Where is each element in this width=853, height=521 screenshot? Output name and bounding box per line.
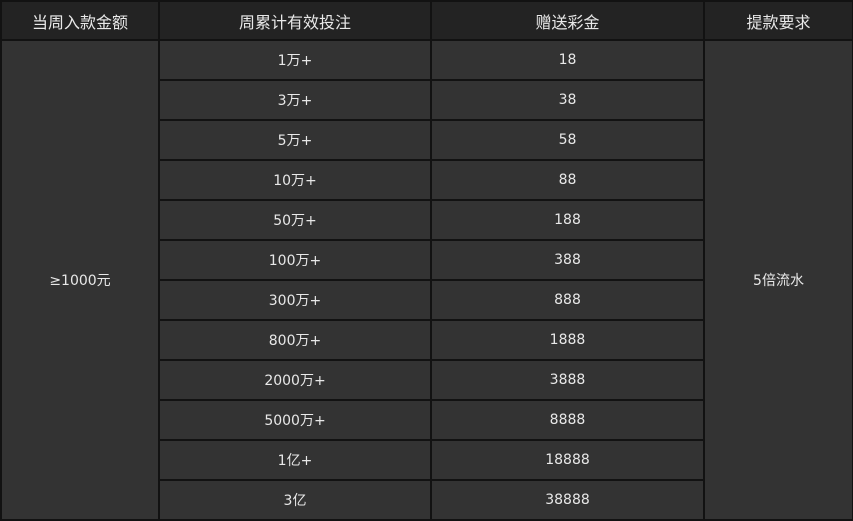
requirement-cell: 5倍流水	[703, 39, 853, 521]
deposit-cell: ≥1000元	[0, 39, 160, 521]
table-row: 1亿+ 18888	[1, 439, 853, 481]
table-row: 3万+ 38	[1, 79, 853, 121]
table-row: 2000万+ 3888	[1, 359, 853, 401]
bonus-cell: 388	[430, 239, 705, 281]
header-bet: 周累计有效投注	[158, 0, 432, 41]
bonus-cell: 1888	[430, 319, 705, 361]
bet-cell: 5000万+	[158, 399, 432, 441]
header-bonus: 赠送彩金	[430, 0, 705, 41]
bonus-cell: 18	[430, 39, 705, 81]
bet-cell: 1万+	[158, 39, 432, 81]
bet-cell: 100万+	[158, 239, 432, 281]
bonus-cell: 38	[430, 79, 705, 121]
bet-cell: 800万+	[158, 319, 432, 361]
bonus-cell: 88	[430, 159, 705, 201]
table-row: 5000万+ 8888	[1, 399, 853, 441]
table-row: 300万+ 888	[1, 279, 853, 321]
table-row: 100万+ 388	[1, 239, 853, 281]
bet-cell: 2000万+	[158, 359, 432, 401]
bonus-cell: 188	[430, 199, 705, 241]
bonus-cell: 38888	[430, 479, 705, 521]
header-row: 当周入款金额 周累计有效投注 赠送彩金 提款要求	[0, 0, 853, 41]
bet-cell: 300万+	[158, 279, 432, 321]
bet-cell: 1亿+	[158, 439, 432, 481]
bet-cell: 5万+	[158, 119, 432, 161]
header-requirement: 提款要求	[703, 0, 853, 41]
bet-cell: 50万+	[158, 199, 432, 241]
bonus-cell: 888	[430, 279, 705, 321]
header-deposit: 当周入款金额	[0, 0, 160, 41]
bet-cell: 3亿	[158, 479, 432, 521]
bonus-cell: 18888	[430, 439, 705, 481]
bonus-cell: 3888	[430, 359, 705, 401]
bonus-cell: 58	[430, 119, 705, 161]
bonus-cell: 8888	[430, 399, 705, 441]
table-row: 3亿 38888	[1, 479, 853, 521]
table-row: 5万+ 58	[1, 119, 853, 161]
bet-cell: 3万+	[158, 79, 432, 121]
bet-cell: 10万+	[158, 159, 432, 201]
table-row: ≥1000元 1万+ 18 5倍流水	[0, 39, 853, 521]
table-row: 50万+ 188	[1, 199, 853, 241]
table-row: 10万+ 88	[1, 159, 853, 201]
table-row: 800万+ 1888	[1, 319, 853, 361]
